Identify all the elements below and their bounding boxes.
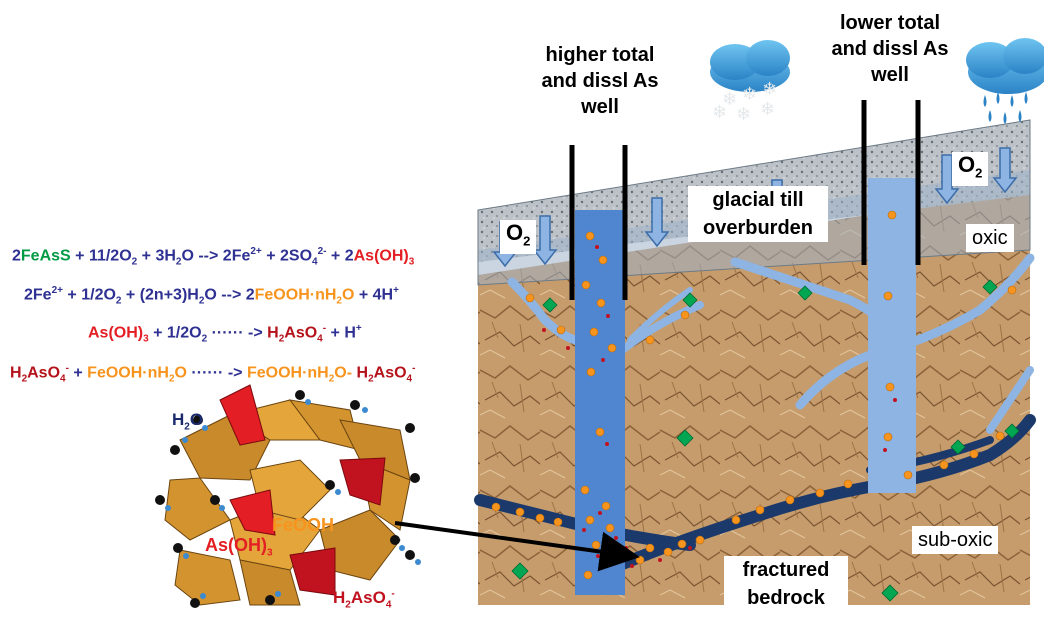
oxic-label: oxic xyxy=(966,224,1014,252)
glacial-till-label-line1: glacial till xyxy=(712,189,804,211)
svg-text:❄: ❄ xyxy=(742,84,757,105)
svg-text:❄: ❄ xyxy=(762,79,777,100)
oxygen-label-left: O2 xyxy=(500,220,537,255)
glacial-till-label: glacial till overburden xyxy=(688,186,828,242)
equation-arsenite-oxidation: As(OH)3 + 1/2O2 ······ -> H2AsO4- + H+ xyxy=(88,323,362,345)
equation-iron-oxidation: 2Fe2+ + 1/2O2 + (2n+3)H2O --> 2FeOOH·nH2… xyxy=(24,285,399,307)
glacial-till-label-line2: overburden xyxy=(702,217,814,239)
arsenate-label: H2AsO4- xyxy=(333,588,395,611)
iron-oxyhydroxide-cluster xyxy=(155,384,421,608)
lower-well-label-line1: lower total xyxy=(839,12,940,34)
higher-well-label-line3: well xyxy=(581,96,619,118)
svg-text:❄: ❄ xyxy=(712,102,727,123)
higher-well-label-line1: higher total xyxy=(545,44,655,66)
svg-text:❄: ❄ xyxy=(722,89,737,110)
arsenopyrite-grains xyxy=(511,279,1020,602)
bedrock-label-line1: fractured xyxy=(742,559,830,581)
equation-arsenopyrite-oxidation: 2FeAsS + 11/2O2 + 3H2O --> 2Fe2+ + 2SO42… xyxy=(12,246,415,268)
higher-well-label: higher total and dissl As well xyxy=(530,42,670,120)
bedrock-label: fractured bedrock xyxy=(724,556,848,612)
arsenite-label: As(OH)3 xyxy=(205,535,273,559)
equation-arsenate-sorption: H2AsO4- + FeOOH·nH2O ······ -> FeOOH·nH2… xyxy=(10,363,416,385)
lower-well-label-line3: well xyxy=(871,64,909,86)
feooh-label: FeOOH xyxy=(272,515,335,535)
suboxic-label: sub-oxic xyxy=(912,526,999,554)
snow-cloud-icon: ❄ ❄ ❄ ❄ ❄ ❄ xyxy=(710,40,790,125)
pointer-arrow xyxy=(394,521,640,572)
lower-well-label: lower total and dissl As well xyxy=(820,10,960,88)
feooh-particles xyxy=(491,210,1017,580)
water-label: H2O xyxy=(172,410,204,433)
higher-well-label-line2: and dissl As xyxy=(541,70,659,92)
svg-text:❄: ❄ xyxy=(760,99,775,120)
bedrock-label-line2: bedrock xyxy=(747,587,825,609)
higher-as-well xyxy=(569,145,628,595)
rain-cloud-icon xyxy=(966,38,1044,124)
lower-well-label-line2: and dissl As xyxy=(831,38,949,60)
svg-text:❄: ❄ xyxy=(736,104,751,125)
lower-as-well xyxy=(861,100,921,493)
oxygen-label-right: O2 xyxy=(952,152,989,187)
